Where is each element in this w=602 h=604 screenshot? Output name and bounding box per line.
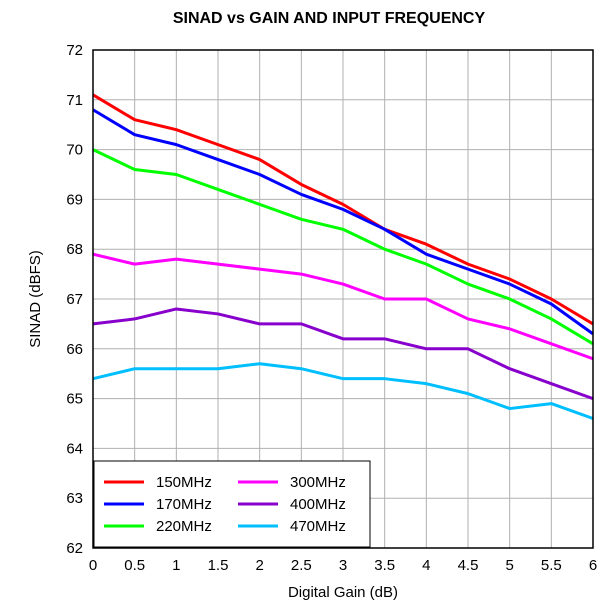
x-tick-label: 5.5 [541, 557, 562, 574]
series-line-170mhz [92, 108, 594, 336]
y-tick-label: 69 [66, 191, 83, 208]
legend-label: 220MHz [156, 518, 212, 535]
y-tick-label: 70 [66, 142, 83, 159]
y-tick-label: 68 [66, 241, 83, 258]
y-tick-label: 66 [66, 341, 83, 358]
y-tick-label: 64 [66, 440, 83, 457]
legend-label: 170MHz [156, 496, 212, 513]
x-tick-label: 0 [89, 557, 97, 574]
x-tick-label: 6 [589, 557, 597, 574]
x-tick-label: 4 [422, 557, 430, 574]
legend-label: 470MHz [290, 518, 346, 535]
legend-label: 400MHz [290, 496, 346, 513]
series-lines [92, 93, 594, 420]
y-tick-label: 65 [66, 391, 83, 408]
x-tick-label: 4.5 [458, 557, 479, 574]
legend-label: 150MHz [156, 474, 212, 491]
series-line-470mhz [92, 362, 594, 420]
x-axis-label: Digital Gain (dB) [288, 584, 398, 601]
y-tick-label: 62 [66, 540, 83, 557]
series-line-300mhz [92, 252, 594, 361]
chart-title: SINAD vs GAIN AND INPUT FREQUENCY [173, 10, 486, 27]
x-tick-label: 2 [255, 557, 263, 574]
y-axis-label: SINAD (dBFS) [27, 250, 44, 348]
legend: 150MHz 170MHz 220MHz 300MHz 400MHz 470MHz [93, 460, 371, 548]
x-tick-label: 3.5 [374, 557, 395, 574]
y-tick-labels: 62 63 64 65 66 67 68 69 70 71 72 [66, 42, 83, 557]
y-tick-label: 71 [66, 92, 83, 109]
series-line-150mhz [92, 93, 594, 326]
x-tick-label: 1.5 [208, 557, 229, 574]
series-line-220mhz [92, 148, 594, 346]
series-line-400mhz [92, 307, 594, 401]
x-tick-label: 3 [339, 557, 347, 574]
x-tick-label: 0.5 [124, 557, 145, 574]
y-tick-label: 67 [66, 291, 83, 308]
x-tick-label: 2.5 [291, 557, 312, 574]
plot-frame [92, 49, 594, 549]
x-tick-labels: 0 0.5 1 1.5 2 2.5 3 3.5 4 4.5 5 5.5 6 [89, 557, 597, 574]
y-tick-label: 63 [66, 490, 83, 507]
x-tick-label: 5 [505, 557, 513, 574]
y-tick-label: 72 [66, 42, 83, 59]
legend-label: 300MHz [290, 474, 346, 491]
x-tick-label: 1 [172, 557, 180, 574]
